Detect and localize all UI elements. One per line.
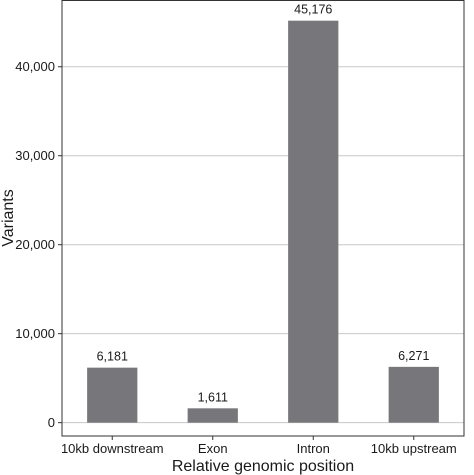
x-axis-ticks: 10kb downstream Exon Intron 10kb upstream: [61, 436, 457, 456]
y-tick-label: 20,000: [15, 237, 55, 252]
bars: [87, 20, 439, 423]
x-tick-label: Exon: [198, 441, 228, 456]
y-tick-label: 30,000: [15, 148, 55, 163]
x-axis-title: Relative genomic position: [172, 458, 354, 475]
data-labels: 6,181 1,611 45,176 6,271: [97, 3, 430, 405]
y-tick-label: 40,000: [15, 59, 55, 74]
x-tick-label: Intron: [297, 441, 330, 456]
data-label: 6,181: [97, 350, 128, 364]
bar-intron: [288, 20, 339, 423]
y-tick-label: 0: [48, 415, 55, 430]
bar-exon: [187, 408, 238, 423]
y-axis-title: Variants: [0, 189, 17, 247]
data-label: 1,611: [198, 390, 228, 404]
y-tick-label: 10,000: [15, 326, 55, 341]
bar-10kb-downstream: [87, 367, 138, 423]
data-label: 6,271: [398, 349, 429, 363]
bar-10kb-upstream: [388, 366, 439, 423]
x-tick-label: 10kb downstream: [61, 441, 164, 456]
data-label: 45,176: [294, 3, 332, 17]
plot-frame: [61, 0, 465, 437]
x-tick-label: 10kb upstream: [371, 441, 457, 456]
y-axis-ticks: 0 10,000 20,000 30,000 40,000: [15, 59, 62, 430]
